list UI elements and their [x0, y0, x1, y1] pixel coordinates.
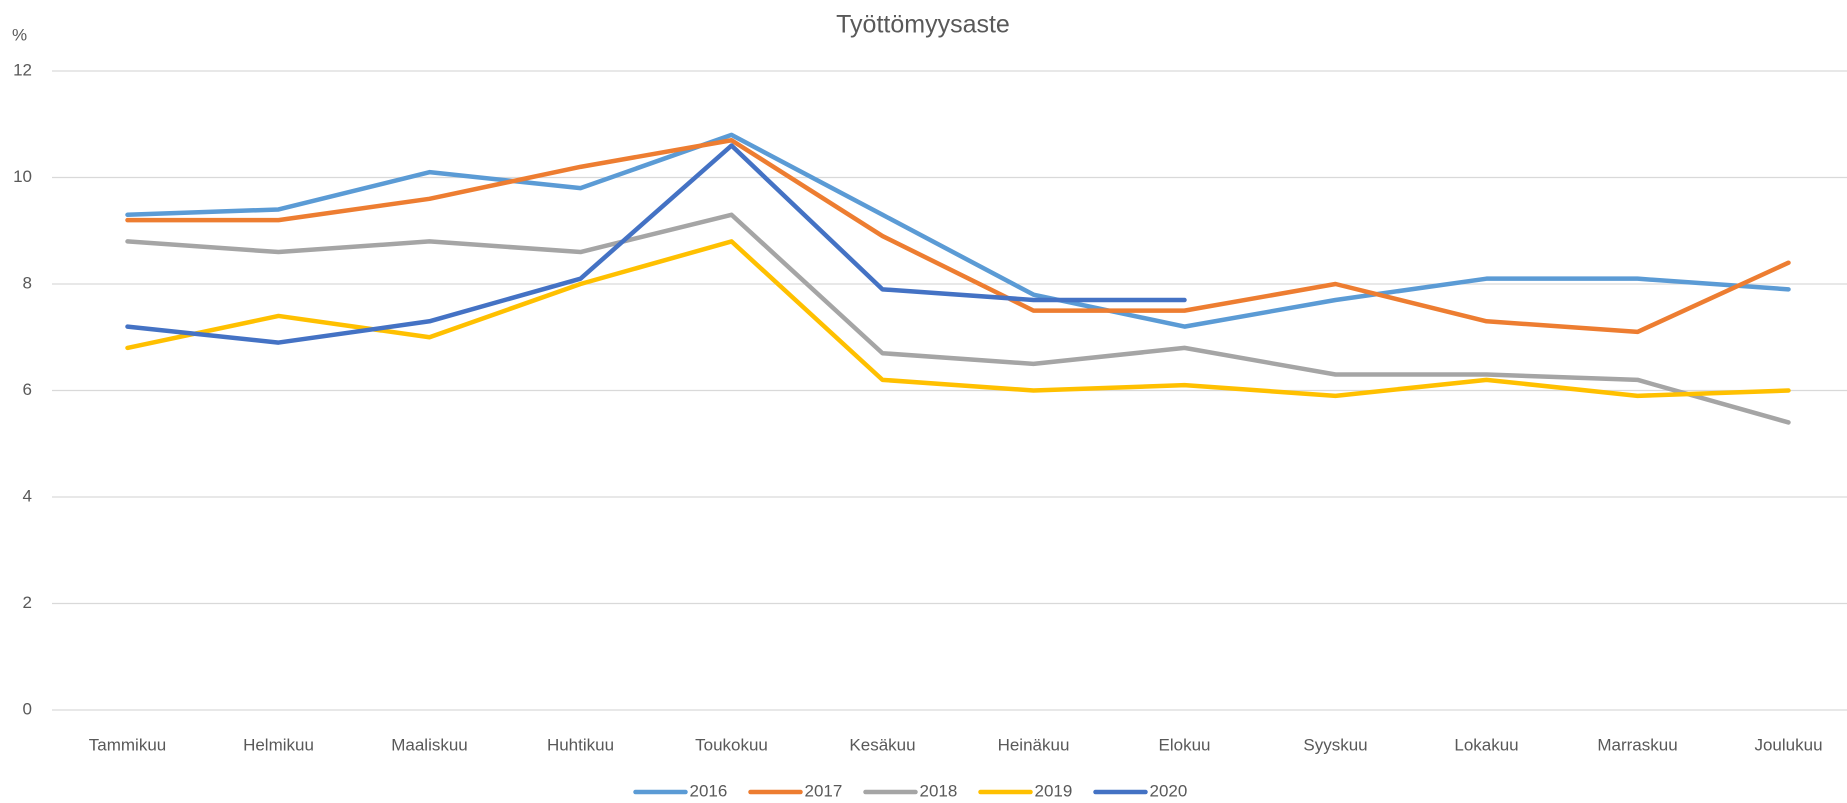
y-tick-label: 2 [23, 593, 32, 612]
y-tick-label: 4 [23, 486, 32, 505]
y-axis-label: % [12, 25, 27, 44]
x-tick-label: Heinäkuu [998, 735, 1070, 754]
y-tick-label: 0 [23, 699, 32, 718]
y-tick-label: 12 [13, 60, 32, 79]
x-tick-label: Joulukuu [1754, 735, 1822, 754]
x-tick-label: Toukokuu [695, 735, 768, 754]
x-tick-label: Elokuu [1159, 735, 1211, 754]
series-line [125, 239, 1791, 399]
x-tick-label: Marraskuu [1597, 735, 1677, 754]
series-line [125, 132, 1791, 329]
legend-label: 2017 [805, 781, 843, 800]
chart-title: Työttömyysaste [836, 11, 1010, 39]
x-tick-label: Tammikuu [89, 735, 166, 754]
y-tick-label: 10 [13, 167, 32, 186]
legend-label: 2018 [920, 781, 958, 800]
series-line [125, 137, 1791, 335]
y-tick-label: 8 [23, 273, 32, 292]
y-tick-label: 6 [23, 380, 32, 399]
x-tick-label: Maaliskuu [391, 735, 468, 754]
x-tick-label: Huhtikuu [547, 735, 614, 754]
x-tick-label: Syyskuu [1303, 735, 1367, 754]
legend-label: 2020 [1150, 781, 1188, 800]
series-line [125, 143, 1187, 345]
series-line [125, 212, 1791, 425]
x-tick-label: Kesäkuu [849, 735, 915, 754]
x-tick-label: Lokakuu [1454, 735, 1518, 754]
x-tick-label: Helmikuu [243, 735, 314, 754]
legend-label: 2016 [690, 781, 728, 800]
legend-label: 2019 [1035, 781, 1073, 800]
